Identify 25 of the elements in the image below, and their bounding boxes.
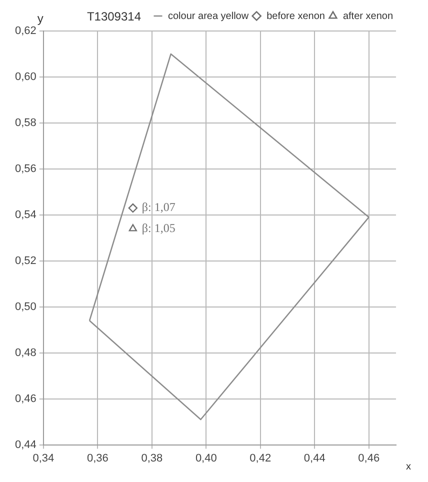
y-tick-label: 0,48 — [14, 346, 36, 359]
y-tick-label: 0,44 — [14, 438, 36, 451]
y-tick-label: 0,50 — [14, 300, 36, 313]
annotation: β: 1,07 — [142, 200, 176, 214]
x-tick-label: 0,44 — [304, 452, 326, 464]
legend-label: colour area yellow — [168, 10, 250, 22]
annotation: β: 1,05 — [142, 220, 176, 235]
chart-title: T1309314 — [86, 9, 142, 24]
y-tick-label: 0,58 — [14, 116, 36, 129]
legend-label: after xenon — [342, 10, 394, 22]
y-tick-label: 0,62 — [14, 25, 36, 38]
x-tick-label: 0,42 — [250, 452, 272, 464]
y-tick-label: 0,52 — [14, 254, 36, 267]
x-tick-label: 0,46 — [358, 452, 380, 464]
y-axis-title: y — [37, 11, 44, 26]
x-tick-label: 0,38 — [141, 452, 163, 464]
x-axis-title: x — [406, 462, 411, 473]
legend-label: before xenon — [266, 10, 325, 22]
x-tick-label: 0,34 — [32, 452, 54, 464]
x-tick-label: 0,40 — [195, 452, 217, 464]
y-tick-label: 0,54 — [14, 208, 36, 221]
y-tick-label: 0,56 — [14, 162, 36, 175]
y-tick-label: 0,60 — [14, 71, 36, 84]
x-tick-label: 0,36 — [86, 452, 108, 464]
y-tick-label: 0,46 — [14, 392, 36, 405]
